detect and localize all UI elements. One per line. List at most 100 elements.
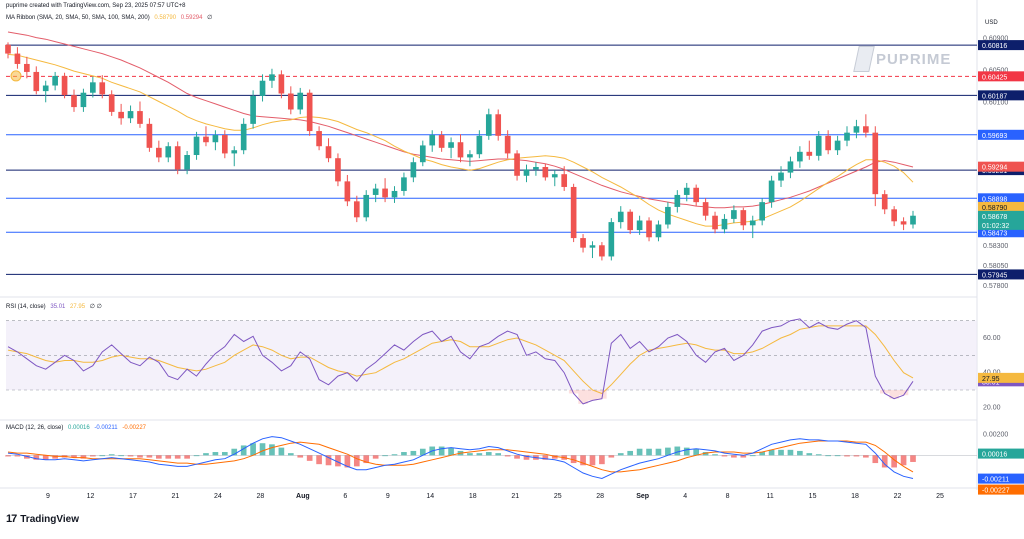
- level-price-tag: [978, 129, 1024, 140]
- candle-body: [212, 135, 219, 143]
- candle-body: [372, 188, 379, 195]
- level-price-tag: [978, 40, 1024, 51]
- macd-histogram-bar: [495, 453, 502, 456]
- candle-body: [533, 166, 539, 170]
- candle-body: [806, 151, 813, 156]
- ma-ribbon-title: MA Ribbon (SMA, 20, SMA, 50, SMA, 100, S…: [6, 15, 150, 21]
- candle-body: [834, 140, 841, 151]
- rsi-visibility-icon[interactable]: ∅ ∅: [89, 304, 102, 310]
- macd-title: MACD (12, 26, close): [6, 425, 64, 431]
- candle-body: [589, 245, 596, 248]
- rsi-tick-label: 20.00: [983, 404, 1001, 411]
- macd-histogram-bar: [278, 447, 285, 456]
- price-tick-label: 0.60900: [983, 35, 1008, 42]
- macd-histogram-bar: [80, 455, 87, 459]
- macd-histogram-bar: [853, 455, 860, 457]
- candle-body: [80, 92, 87, 108]
- tradingview-logo-icon: 17: [6, 513, 17, 525]
- level-price-label: 0.58473: [982, 230, 1007, 237]
- macd-histogram-bar: [674, 446, 681, 456]
- macd-histogram-bar: [203, 453, 209, 456]
- candle-body: [665, 206, 671, 225]
- candle-body: [353, 201, 360, 218]
- time-tick-label: 21: [511, 493, 519, 500]
- rsi-signal-tag-label: 27.95: [982, 376, 1000, 383]
- candle-body: [740, 210, 747, 226]
- time-tick-label: 25: [936, 493, 944, 500]
- time-tick-label: 8: [726, 493, 730, 500]
- candle-body: [759, 202, 765, 221]
- rsi-title: RSI (14, close): [6, 304, 46, 310]
- macd-histogram-bar: [759, 452, 765, 456]
- macd-histogram-bar: [683, 447, 690, 456]
- candle-body: [278, 74, 285, 94]
- candle-body: [203, 136, 209, 143]
- macd-histogram-bar: [382, 455, 388, 457]
- rsi-oversold-fill: [587, 390, 598, 401]
- macd-value-tag: [978, 484, 1024, 495]
- time-tick-label: 12: [87, 493, 95, 500]
- macd-histogram-bar: [599, 455, 605, 465]
- candle-body: [627, 211, 634, 231]
- macd-histogram-bar: [617, 453, 624, 456]
- macd-histogram-bar: [740, 455, 747, 458]
- level-price-tag: [978, 90, 1024, 101]
- candle-body: [514, 153, 520, 176]
- macd-histogram-bar: [693, 448, 700, 456]
- macd-histogram-bar: [523, 455, 530, 460]
- macd-histogram-bar: [137, 455, 143, 458]
- time-tick-label: 4: [683, 493, 687, 500]
- price-tag: [978, 161, 1024, 172]
- candle-body: [269, 74, 275, 81]
- macd-histogram-bar: [42, 455, 49, 460]
- price-tick-label: 0.58300: [983, 243, 1008, 250]
- time-tick-label: 11: [766, 493, 773, 500]
- macd-histogram-bar: [118, 455, 124, 457]
- level-price-label: 0.59693: [982, 133, 1007, 140]
- rsi-legend: RSI (14, close) 35.01 27.95 ∅ ∅: [6, 303, 105, 310]
- candle-body: [504, 135, 511, 154]
- macd-histogram-bar: [344, 455, 351, 468]
- candle-body: [325, 146, 332, 159]
- macd-histogram-bar: [797, 450, 803, 456]
- macd-histogram-bar: [240, 445, 247, 456]
- candle-body: [316, 131, 322, 147]
- candle-body: [797, 151, 803, 162]
- macd-histogram-bar: [99, 455, 106, 457]
- candle-body: [24, 63, 30, 72]
- candle-body: [693, 187, 700, 203]
- macd-value-tag-label: -0.00227: [982, 488, 1010, 495]
- macd-histogram-bar: [778, 449, 784, 456]
- candle-body: [33, 71, 40, 92]
- candle-body: [52, 75, 58, 86]
- macd-histogram-bar: [221, 452, 228, 456]
- ma-visibility-icon[interactable]: ∅: [207, 15, 213, 21]
- price-tag: [978, 201, 1024, 212]
- macd-histogram-bar: [636, 448, 643, 456]
- macd-histogram-bar: [589, 455, 596, 466]
- macd-hist-value: 0.00016: [68, 425, 90, 431]
- macd-histogram-bar: [259, 443, 266, 456]
- candle-body: [221, 135, 228, 154]
- tradingview-logo[interactable]: 17 TradingView: [6, 513, 79, 525]
- ma-ribbon-value-50: 0.59294: [180, 15, 203, 21]
- candle-body: [778, 172, 784, 181]
- macd-histogram-bar: [146, 455, 153, 458]
- macd-histogram-bar: [749, 455, 756, 457]
- candle-body: [476, 135, 483, 155]
- time-tick-label: 21: [172, 493, 180, 500]
- macd-value-tag: [978, 473, 1024, 484]
- candle-body: [599, 245, 605, 257]
- macd-histogram-bar: [721, 455, 728, 457]
- rsi-value: 35.01: [50, 304, 66, 310]
- macd-value-tag: [978, 448, 1024, 459]
- macd-histogram-bar: [787, 449, 794, 456]
- time-tick-label: 28: [596, 493, 604, 500]
- macd-histogram-bar: [655, 448, 662, 456]
- candle-body: [259, 80, 266, 96]
- macd-histogram-bar: [24, 455, 30, 459]
- macd-histogram-bar: [5, 455, 11, 457]
- candle-body: [42, 85, 49, 92]
